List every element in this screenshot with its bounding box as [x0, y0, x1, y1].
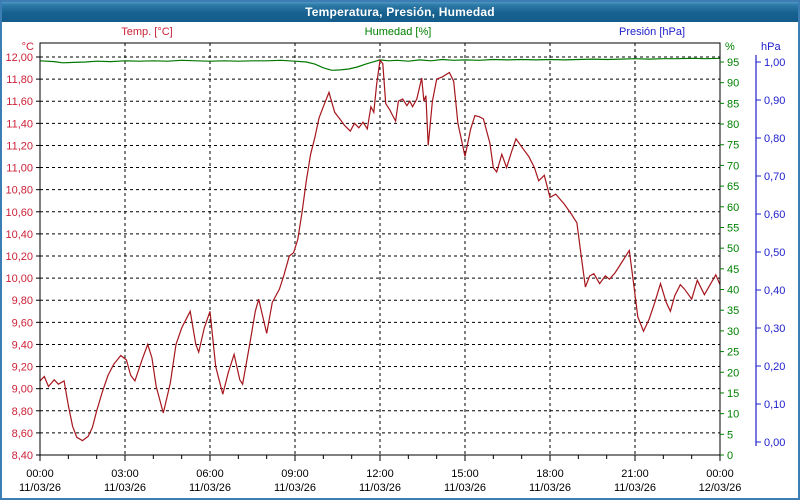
x-tick-time: 06:00	[196, 468, 224, 480]
title-bar: Temperatura, Presión, Humedad	[2, 2, 798, 22]
temp-tick-label: 11,20	[6, 140, 33, 152]
pressure-tick-label: 0,90	[764, 95, 785, 107]
humidity-tick-label: 90	[727, 78, 739, 90]
temp-axis-unit: °C	[22, 41, 34, 53]
humidity-tick-label: 75	[727, 140, 739, 152]
humidity-tick-label: 0	[727, 450, 733, 462]
x-tick-time: 09:00	[281, 468, 309, 480]
humidity-tick-label: 40	[727, 285, 739, 297]
humidity-tick-label: 20	[727, 367, 739, 379]
x-tick-date: 11/03/26	[189, 482, 231, 494]
x-tick-date: 11/03/26	[104, 482, 146, 494]
temp-tick-label: 8,40	[12, 450, 33, 462]
x-tick-time: 21:00	[621, 468, 649, 480]
pressure-axis-unit: hPa	[761, 41, 781, 53]
temp-tick-label: 8,80	[12, 406, 33, 418]
x-tick-date: 11/03/26	[19, 482, 61, 494]
humidity-tick-label: 35	[727, 305, 739, 317]
temp-tick-label: 8,60	[12, 428, 33, 440]
pressure-tick-label: 0,30	[764, 323, 785, 335]
x-tick-date: 11/03/26	[444, 482, 486, 494]
x-tick-time: 18:00	[536, 468, 564, 480]
humidity-tick-label: 30	[727, 326, 739, 338]
temp-tick-label: 9,00	[12, 384, 33, 396]
humidity-tick-label: 65	[727, 181, 739, 193]
temp-tick-label: 12,00	[5, 52, 33, 64]
humidity-tick-label: 70	[727, 160, 739, 172]
temp-tick-label: 11,60	[6, 96, 33, 108]
temp-tick-label: 10,40	[5, 229, 33, 241]
temp-tick-label: 11,80	[6, 74, 33, 86]
temp-tick-label: 9,80	[12, 295, 33, 307]
pressure-tick-label: 0,10	[764, 399, 785, 411]
temp-tick-label: 9,20	[12, 362, 33, 374]
pressure-tick-label: 0,40	[764, 285, 785, 297]
temp-tick-label: 10,80	[5, 185, 33, 197]
humidity-tick-label: 55	[727, 222, 739, 234]
humidity-tick-label: 80	[727, 119, 739, 131]
x-tick-date: 12/03/26	[699, 482, 742, 494]
x-tick-date: 11/03/26	[614, 482, 656, 494]
legend-humidity: Humedad [%]	[364, 26, 432, 38]
window-title: Temperatura, Presión, Humedad	[305, 5, 495, 19]
temp-tick-label: 9,40	[12, 339, 33, 351]
humidity-axis-unit: %	[725, 41, 735, 53]
temp-tick-label: 11,00	[6, 163, 33, 175]
humidity-tick-label: 45	[727, 264, 739, 276]
humidity-tick-label: 95	[727, 57, 739, 69]
x-tick-date: 11/03/26	[529, 482, 571, 494]
temp-tick-label: 10,60	[5, 207, 33, 219]
humidity-tick-label: 60	[727, 202, 739, 214]
x-tick-time: 12:00	[366, 468, 394, 480]
pressure-tick-label: 0,50	[764, 247, 785, 259]
humidity-curve	[39, 57, 721, 71]
y-axis-temperature: 12,00 11,80 11,60 11,40 11,20 11,00 10,80 10,60…	[5, 41, 40, 462]
temp-tick-label: 10,00	[5, 273, 33, 285]
humidity-tick-label: 25	[727, 347, 739, 359]
x-tick-time: 15:00	[451, 468, 479, 480]
humidity-tick-label: 5	[727, 429, 733, 441]
x-tick-time: 00:00	[26, 468, 54, 480]
legend-temperature: Temp. [°C]	[121, 26, 173, 38]
x-tick-date: 11/03/26	[274, 482, 316, 494]
temp-tick-label: 11,40	[6, 118, 33, 130]
humidity-tick-label: 85	[727, 98, 739, 110]
pressure-tick-label: 0,70	[764, 171, 785, 183]
pressure-tick-label: 0,00	[764, 437, 785, 449]
x-axis-time: 00:00 11/03/26 03:00 11/03/26 06:00 11/03/26 0…	[19, 455, 741, 494]
y-axis-pressure: 1,00 0,90 0,80 0,70 0,60 0,50 0,40 0,30 0,20 0,10…	[755, 41, 785, 449]
x-tick-time: 00:00	[706, 468, 734, 480]
humidity-tick-label: 15	[727, 388, 739, 400]
pressure-tick-label: 1,00	[764, 57, 785, 69]
temp-tick-label: 10,20	[5, 251, 33, 263]
x-tick-date: 11/03/26	[359, 482, 401, 494]
temp-tick-label: 9,60	[12, 317, 33, 329]
temperature-curve	[39, 58, 721, 442]
pressure-tick-label: 0,80	[764, 133, 785, 145]
pressure-tick-label: 0,60	[764, 209, 785, 221]
humidity-tick-label: 50	[727, 243, 739, 255]
gridlines	[40, 43, 720, 455]
x-tick-time: 03:00	[111, 468, 139, 480]
legend-pressure: Presión [hPa]	[618, 26, 686, 38]
pressure-tick-label: 0,20	[764, 361, 785, 373]
humidity-tick-label: 10	[727, 409, 739, 421]
